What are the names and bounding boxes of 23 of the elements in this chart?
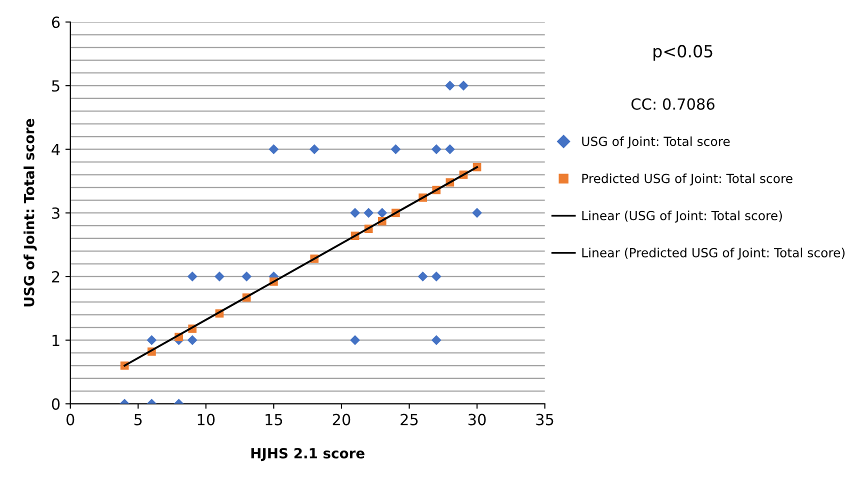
y-axis-title: USG of Joint: Total score (24, 118, 37, 306)
x-axis-title: HJHS 2.1 score (251, 448, 364, 462)
legend-label: Linear (USG of Joint: Total score) (582, 210, 782, 223)
y-tick-label: 4 (52, 144, 60, 156)
x-tick-label: 0 (66, 414, 74, 426)
y-tick-label: 0 (52, 398, 60, 410)
y-tick-label: 2 (52, 271, 60, 282)
x-tick-label: 15 (266, 414, 282, 426)
x-tick-label: 30 (468, 414, 486, 426)
legend-label: USG of Joint: Total score (582, 136, 730, 148)
x-tick-label: 10 (198, 414, 215, 426)
x-tick-label: 20 (332, 414, 350, 426)
x-tick-label: 5 (134, 414, 142, 426)
text: p<0.05 (654, 44, 712, 61)
y-tick-label: 1 (52, 334, 60, 346)
y-tick-label: 6 (52, 16, 60, 28)
y-tick-label: 5 (52, 80, 60, 92)
x-tick-label: 25 (400, 414, 418, 426)
text: CC: 0.7086 (631, 98, 714, 110)
x-tick-label: 35 (536, 414, 554, 426)
legend-label: Linear (Predicted USG of Joint: Total score) (582, 248, 845, 260)
legend-label: Predicted USG of Joint: Total score (582, 174, 792, 186)
y-tick-label: 3 (52, 207, 60, 219)
